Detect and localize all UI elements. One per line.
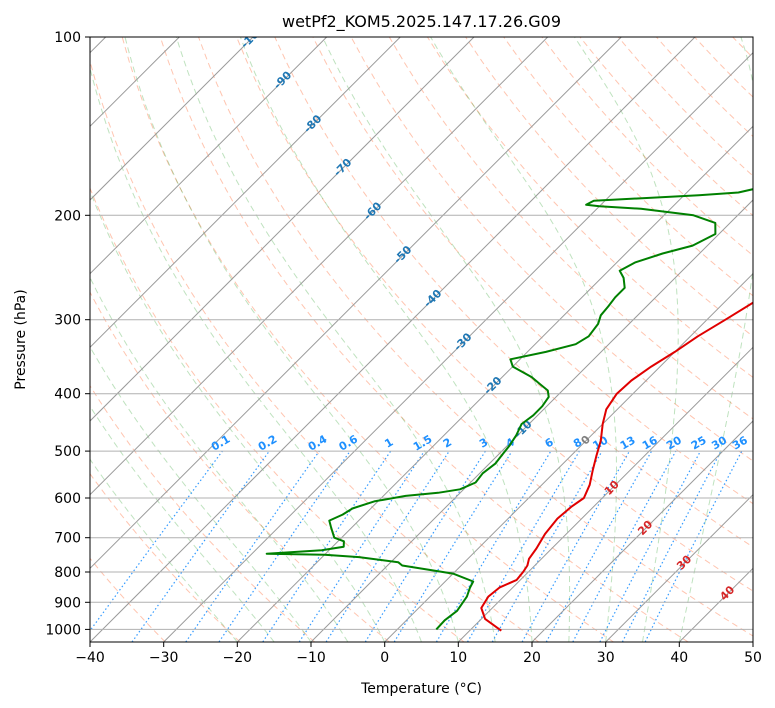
y-tick-label: 400 [54,387,81,403]
y-tick-label: 900 [54,595,81,611]
x-tick-label: 50 [744,650,762,666]
x-tick-label: −40 [75,650,105,666]
y-tick-label: 700 [54,531,81,547]
y-tick-label: 500 [54,444,81,460]
y-tick-label: 100 [54,30,81,46]
x-tick-label: −10 [296,650,326,666]
x-axis-label: Temperature (°C) [360,681,482,697]
x-tick-label: 0 [380,650,389,666]
y-tick-label: 600 [54,491,81,507]
x-tick-label: 20 [523,650,541,666]
x-tick-label: 10 [449,650,467,666]
x-tick-label: −30 [149,650,179,666]
x-tick-label: 40 [670,650,688,666]
y-tick-label: 200 [54,208,81,224]
y-tick-label: 300 [54,313,81,329]
y-tick-label: 1000 [45,622,81,638]
y-tick-label: 800 [54,565,81,581]
chart-title: wetPf2_KOM5.2025.147.17.26.G09 [282,12,561,32]
x-tick-label: 30 [597,650,615,666]
x-tick-label: −20 [223,650,253,666]
y-axis-label: Pressure (hPa) [13,289,29,389]
